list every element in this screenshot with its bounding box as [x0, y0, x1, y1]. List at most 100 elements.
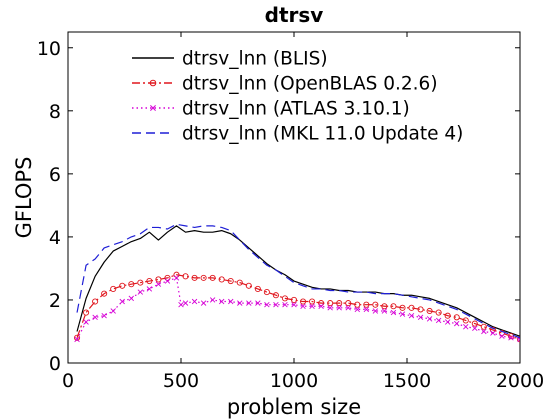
legend-marker	[149, 79, 157, 87]
series-2-point	[372, 301, 379, 308]
axis-ticks: 0 500 1000 1500 2000 0 2 4 6 8 10	[37, 32, 544, 392]
series-3-point	[472, 325, 478, 332]
series-2-point	[435, 309, 442, 316]
series-2-point	[73, 334, 81, 341]
legend-entry-2: dtrsv_lnn (OpenBLAS 0.2.6)	[132, 74, 438, 95]
series-2-point	[209, 274, 216, 281]
series-3-point	[444, 319, 451, 325]
series-3-point	[300, 303, 306, 309]
series-3-point	[182, 300, 189, 306]
series-1	[76, 225, 520, 337]
series-3-point	[282, 301, 288, 308]
legend-label: dtrsv_lnn (OpenBLAS 0.2.6)	[182, 74, 438, 95]
legend-label: dtrsv_lnn (ATLAS 3.10.1)	[182, 99, 410, 120]
series-2-point	[444, 312, 451, 319]
y-tick-label: 4	[49, 227, 61, 249]
series-3-point	[255, 300, 261, 306]
series-2-point	[110, 285, 117, 292]
series-3-point	[318, 303, 324, 309]
series-3-point	[490, 330, 496, 336]
chart-title: dtrsv	[265, 3, 324, 27]
x-tick-label: 0	[62, 370, 74, 392]
series-3	[74, 275, 520, 343]
series-3-point	[372, 308, 379, 314]
legend-marker	[150, 105, 156, 111]
series-2-point	[480, 323, 487, 330]
x-tick-label: 1500	[383, 370, 431, 392]
series-2	[73, 271, 520, 343]
axis-labels: dtrsv problem size GFLOPS	[12, 3, 361, 419]
series-2-point	[137, 279, 144, 286]
plot-background	[68, 32, 520, 363]
series-2-point	[182, 273, 189, 280]
series-2-point	[200, 274, 207, 281]
legend: dtrsv_lnn (BLIS) dtrsv_lnn (OpenBLAS 0.2.…	[132, 49, 463, 145]
series-3-point	[381, 308, 388, 314]
series-2-point	[101, 290, 108, 297]
series-2-point	[155, 276, 162, 283]
series-2-point	[345, 300, 352, 307]
series-3-point	[454, 320, 460, 327]
series-2-point	[128, 281, 135, 288]
series-3-point	[435, 317, 442, 324]
series-3-point	[408, 312, 415, 319]
series-line-4	[76, 223, 520, 339]
series-3-point	[246, 300, 252, 306]
series-2-point	[408, 304, 415, 311]
series-3-point	[264, 301, 270, 308]
series-2-point	[354, 301, 361, 308]
series-3-point	[345, 305, 351, 311]
plot-area	[67, 31, 521, 364]
legend-entry-4: dtrsv_lnn (MKL 11.0 Update 4)	[132, 124, 463, 145]
series-3-point	[178, 301, 184, 308]
series-2-point	[399, 304, 406, 311]
series-3-point	[137, 289, 144, 295]
series-3-point	[481, 328, 487, 335]
series-3-point	[354, 306, 360, 313]
series-3-point	[119, 298, 125, 305]
series-3-point	[273, 301, 279, 308]
series-3-point	[363, 306, 370, 313]
series-3-point	[164, 278, 171, 284]
y-tick-label: 10	[37, 38, 61, 60]
y-tick-label: 8	[49, 101, 61, 123]
series-3-point	[390, 309, 397, 316]
series-3-point	[101, 312, 107, 319]
series-2-point	[327, 300, 334, 307]
series-3-point	[155, 281, 162, 287]
series-3-point	[327, 305, 333, 311]
series-line-1	[76, 225, 520, 337]
y-tick-label: 0	[49, 353, 61, 375]
legend-label: dtrsv_lnn (BLIS)	[182, 49, 328, 70]
series-3-point	[336, 305, 342, 311]
series-2-point	[381, 303, 388, 310]
series-3-point	[191, 298, 198, 305]
y-tick-label: 2	[49, 290, 61, 312]
series-2-point	[146, 277, 153, 285]
series-3-point	[74, 336, 80, 343]
series-3-point	[200, 300, 207, 306]
series-2-point	[119, 282, 126, 289]
series-3-point	[417, 314, 424, 321]
series-2-point	[191, 274, 198, 281]
series-2-point	[227, 277, 234, 285]
series-4	[76, 223, 520, 339]
series-2-point	[462, 317, 469, 324]
series-2-point	[218, 276, 225, 283]
series-2-point	[471, 320, 478, 327]
series-line-3	[76, 277, 520, 340]
legend-entry-1: dtrsv_lnn (BLIS)	[132, 49, 328, 70]
series-3-point	[92, 314, 98, 321]
legend-label: dtrsv_lnn (MKL 11.0 Update 4)	[182, 124, 463, 145]
series-2-point	[92, 298, 99, 305]
x-tick-label: 2000	[496, 370, 544, 392]
series-3-point	[110, 308, 116, 314]
series-3-point	[146, 286, 153, 292]
y-tick-label: 6	[49, 164, 61, 186]
series-layer	[73, 223, 520, 343]
series-3-point	[128, 295, 134, 302]
series-3-point	[499, 333, 505, 339]
series-3-point	[309, 303, 315, 309]
